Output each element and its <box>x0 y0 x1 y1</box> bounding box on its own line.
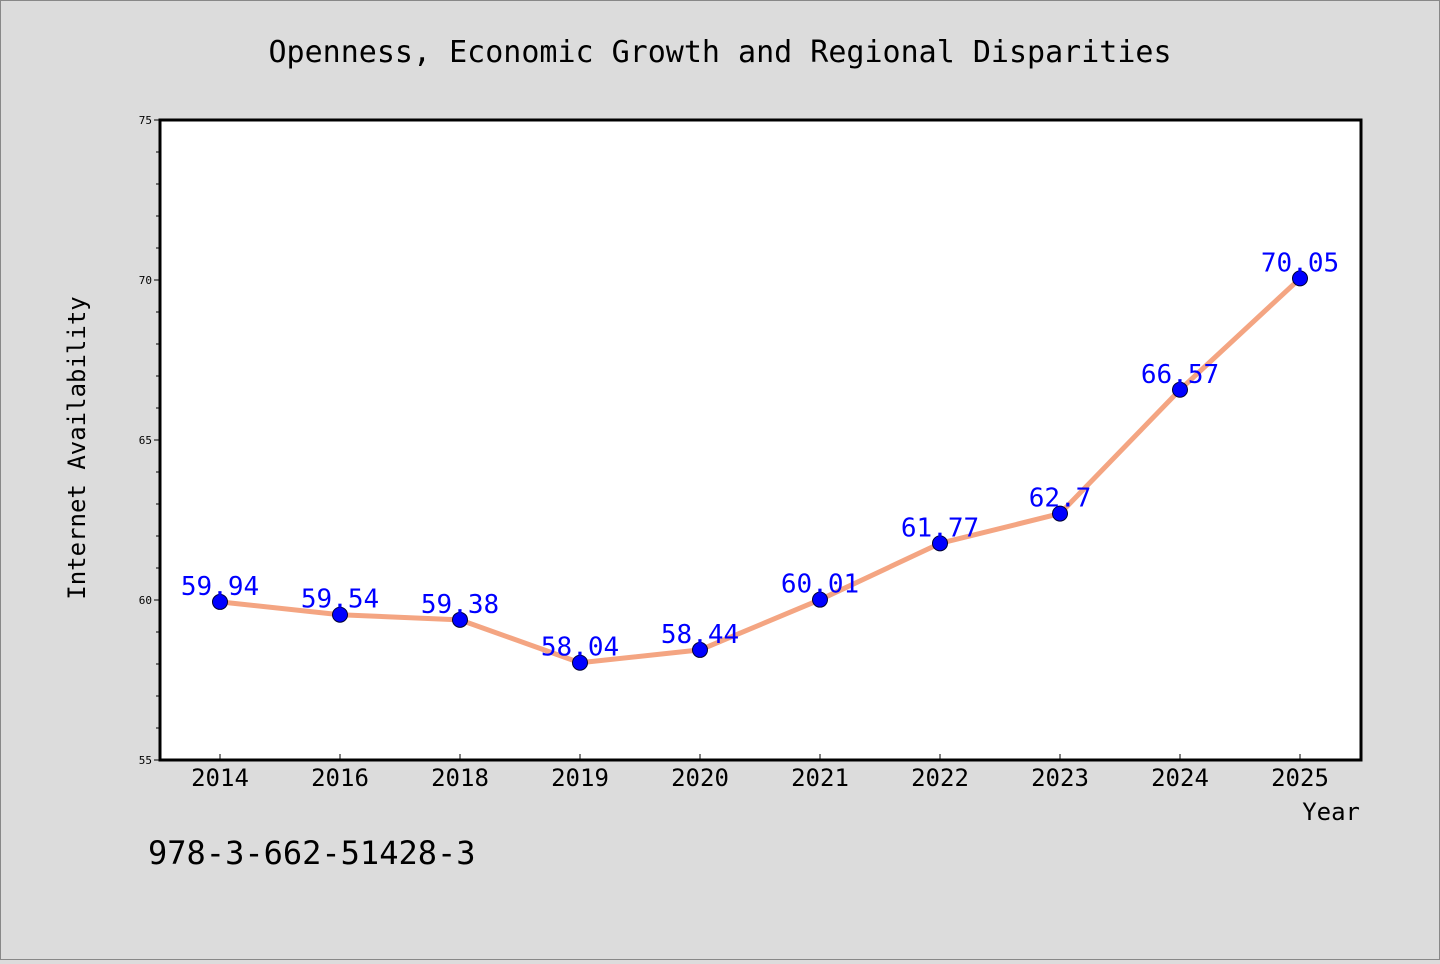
data-point <box>932 535 948 552</box>
data-label: 59.94 <box>181 572 259 602</box>
y-axis-ticks: 55 60 65 70 75 <box>139 114 160 767</box>
y-tick-label: 65 <box>139 434 152 447</box>
x-tick-label: 2022 <box>911 764 969 792</box>
data-label: 59.38 <box>421 590 499 620</box>
x-tick-label: 2023 <box>1031 764 1089 792</box>
data-label: 58.04 <box>541 633 619 663</box>
data-label: 58.44 <box>661 620 739 650</box>
data-label: 59.54 <box>301 585 379 615</box>
data-point <box>812 591 828 608</box>
x-tick-label: 2016 <box>311 764 369 792</box>
y-tick-label: 75 <box>139 114 152 127</box>
x-tick-label: 2020 <box>671 764 729 792</box>
data-point <box>1172 381 1188 398</box>
data-point <box>572 654 588 671</box>
x-axis-label: Year <box>1302 798 1360 826</box>
data-label: 70.05 <box>1261 248 1339 278</box>
data-label: 66.57 <box>1141 360 1219 390</box>
x-axis-ticks: 2014 2016 2018 2019 2020 2021 2022 2023 2024 2025 <box>191 754 1329 792</box>
data-label: 62.7 <box>1029 484 1092 514</box>
x-tick-label: 2024 <box>1151 764 1209 792</box>
data-point <box>1292 270 1308 287</box>
series-layer <box>212 270 1308 671</box>
y-tick-label: 60 <box>139 594 152 607</box>
x-tick-label: 2021 <box>791 764 849 792</box>
y-tick-label: 70 <box>139 274 152 287</box>
x-tick-label: 2014 <box>191 764 249 792</box>
data-label: 60.01 <box>781 570 859 600</box>
data-point <box>332 606 348 623</box>
data-point <box>1052 505 1068 522</box>
x-tick-label: 2025 <box>1271 764 1329 792</box>
x-tick-label: 2019 <box>551 764 609 792</box>
y-axis-label: Internet Availability <box>63 296 91 599</box>
data-point <box>692 641 708 658</box>
y-tick-label: 55 <box>139 754 152 767</box>
x-tick-label: 2018 <box>431 764 489 792</box>
isbn-text: 978-3-662-51428-3 <box>148 834 476 872</box>
data-label: 61.77 <box>901 513 979 543</box>
data-point <box>212 593 228 610</box>
chart-title: Openness, Economic Growth and Regional D… <box>268 35 1171 70</box>
data-labels-layer: 59.94 59.54 59.38 58.04 58.44 60.01 61.77 62.7 6… <box>181 248 1339 662</box>
series-line <box>217 275 1303 666</box>
data-point <box>452 611 468 628</box>
plot-area <box>158 118 1363 762</box>
